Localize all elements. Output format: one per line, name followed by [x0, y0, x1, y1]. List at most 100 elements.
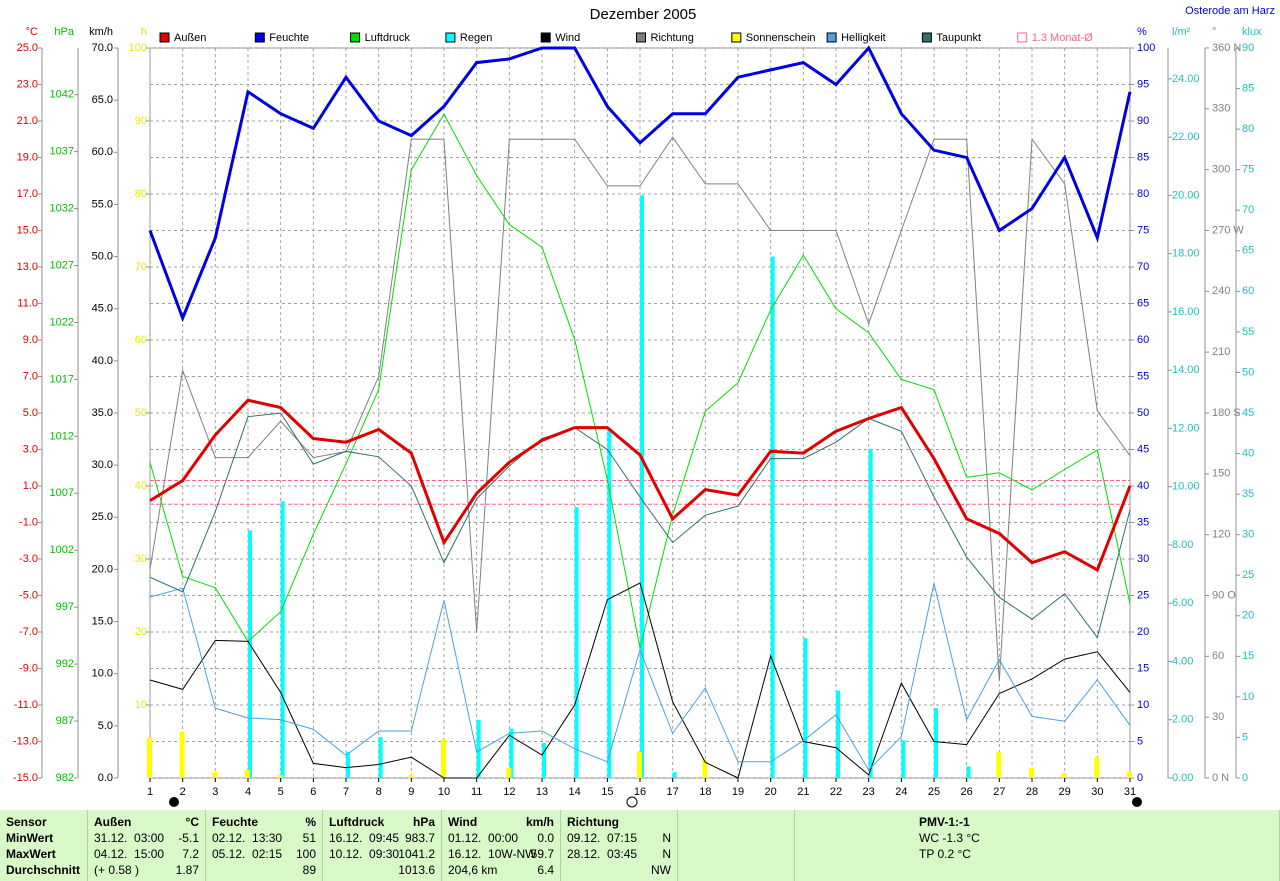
table-cell: 1.87: [175, 863, 199, 877]
y-tick-label: 30: [135, 553, 147, 565]
y-tick-label: 50: [1242, 366, 1254, 378]
y-tick-label: 45: [1137, 443, 1149, 455]
bar: [672, 772, 677, 778]
x-tick-label: 29: [1059, 786, 1071, 798]
y-tick-label: 95: [1137, 78, 1149, 90]
y-tick-label: 90: [135, 115, 147, 127]
y-tick-label: 30: [1212, 711, 1224, 723]
legend-swatch: [540, 32, 551, 43]
line: [149, 412, 1131, 639]
location: Osterode am Harz: [1185, 5, 1275, 17]
bar: [245, 769, 250, 778]
y-tick-label: 90: [1137, 115, 1149, 127]
y-tick-label: 1037: [50, 146, 74, 158]
y-tick-label: -5.0: [19, 589, 38, 601]
y-tick-label: 20: [1242, 610, 1254, 622]
y-tick-label: 13.0: [17, 261, 38, 273]
legend-label: Sonnenschein: [746, 32, 816, 44]
x-tick-label: 26: [961, 786, 973, 798]
legend-label: Richtung: [651, 32, 694, 44]
y-tick-label: 300: [1212, 164, 1230, 176]
bar: [147, 737, 152, 778]
x-tick-label: 25: [928, 786, 940, 798]
axis-unit: hPa: [54, 26, 74, 38]
y-tick-label: 1032: [50, 202, 74, 214]
legend-label: Helligkeit: [841, 32, 886, 44]
y-tick-label: 20: [1137, 626, 1149, 638]
column-header: Feuchte: [212, 815, 259, 829]
y-tick-label: -13.0: [13, 735, 38, 747]
y-tick-label: 100: [129, 42, 147, 54]
table-cell: 7.2: [182, 847, 199, 861]
y-tick-label: 25.0: [17, 42, 38, 54]
axis-unit: %: [1137, 26, 1147, 38]
y-tick-label: -11.0: [14, 699, 38, 711]
y-tick-label: 5: [1137, 735, 1143, 747]
y-tick-label: 35: [1242, 488, 1254, 500]
bar: [1094, 756, 1100, 778]
x-tick-label: 5: [278, 786, 284, 798]
y-tick-label: 25.0: [92, 511, 113, 523]
y-tick-label: 15.0: [92, 615, 113, 627]
x-tick-label: 23: [863, 786, 875, 798]
y-tick-label: 5: [1242, 731, 1248, 743]
y-tick-label: 0.0: [98, 772, 113, 784]
y-tick-label: 45.0: [92, 303, 113, 315]
y-tick-label: 0: [1242, 772, 1248, 784]
y-tick-label: 23.0: [17, 78, 38, 90]
bar: [934, 708, 938, 778]
y-tick-label: 30: [1242, 529, 1254, 541]
legend-label: Regen: [460, 32, 492, 44]
x-tick-label: 9: [408, 786, 414, 798]
y-tick-label: 60: [135, 334, 147, 346]
legend-swatch: [826, 32, 837, 43]
y-tick-label: 30: [1137, 553, 1149, 565]
y-tick-label: 50: [1137, 407, 1149, 419]
bar: [248, 530, 252, 778]
bar: [408, 775, 414, 778]
table-cell: 1013.6: [398, 863, 435, 877]
bar: [542, 743, 546, 778]
column-unit: km/h: [525, 815, 554, 829]
table-cell: NW: [651, 863, 671, 877]
x-tick-label: 16: [634, 786, 646, 798]
table-cell: MaxWert: [6, 847, 56, 861]
x-tick-label: 20: [765, 786, 777, 798]
table-column: PMV-1:-1 WC -1.3 °C TP 0.2 °C: [913, 810, 1280, 881]
table-cell: WC -1.3 °C: [919, 831, 980, 845]
bar: [346, 751, 350, 778]
y-tick-label: 0: [1137, 772, 1143, 784]
y-tick-label: 120: [1212, 529, 1230, 541]
y-tick-label: 17.0: [17, 188, 38, 200]
bar: [836, 690, 840, 778]
bar: [509, 728, 514, 778]
moon-full: [626, 796, 638, 808]
table-cell: 100: [295, 847, 316, 861]
y-tick-label: 25: [1137, 589, 1149, 601]
y-tick-label: 70: [135, 261, 147, 273]
y-tick-label: 55: [1137, 370, 1149, 382]
table-cell: 0.0: [537, 831, 554, 845]
bar: [1029, 767, 1034, 778]
y-tick-label: 14.00: [1172, 364, 1200, 376]
chart-title: Dezember 2005: [590, 6, 697, 23]
table-column: Richtung 09.12. 07:15 N 28.12. 03:45 N NW: [561, 810, 678, 881]
x-tick-label: 3: [212, 786, 218, 798]
y-tick-label: 10.00: [1172, 481, 1200, 493]
x-tick-label: 31: [1124, 786, 1136, 798]
table-cell: 02.12. 13:30: [212, 831, 283, 845]
y-tick-label: 15.0: [17, 224, 38, 236]
bar: [574, 507, 579, 778]
y-tick-label: 1012: [50, 430, 74, 442]
y-tick-label: 40.0: [92, 355, 113, 367]
column-unit: hPa: [412, 815, 435, 829]
x-tick-label: 21: [797, 786, 809, 798]
x-tick-label: 1: [147, 786, 153, 798]
bar: [1061, 772, 1067, 778]
bar: [803, 638, 808, 778]
column-header: Außen: [94, 815, 132, 829]
y-tick-label: 55: [1242, 326, 1254, 338]
bar: [607, 428, 612, 778]
x-tick-label: 15: [601, 786, 613, 798]
y-tick-label: 992: [56, 658, 74, 670]
